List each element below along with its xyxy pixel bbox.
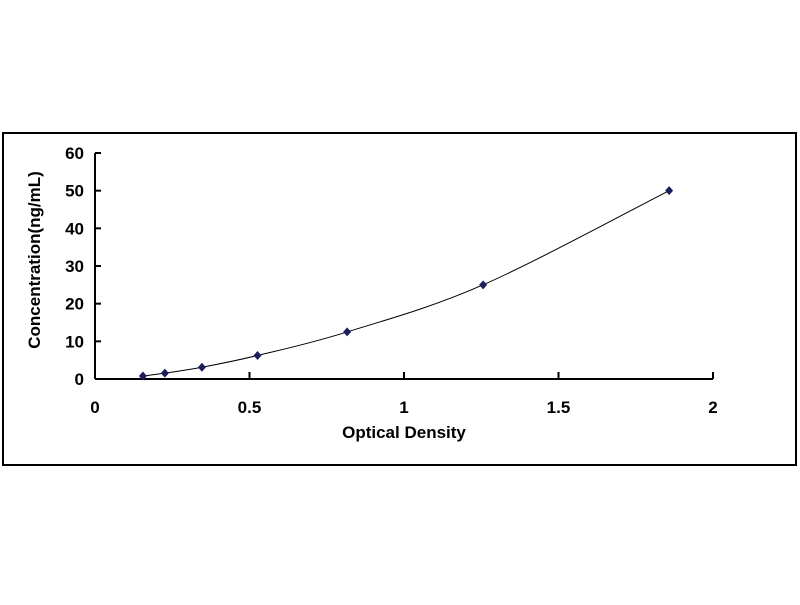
data-point (253, 350, 262, 360)
y-tick-label: 30 (65, 257, 84, 276)
y-tick-label: 10 (65, 332, 84, 351)
x-axis-label: Optical Density (342, 423, 466, 442)
data-point (479, 280, 488, 290)
y-tick-label: 60 (65, 144, 84, 163)
data-points (138, 186, 674, 381)
data-point (665, 186, 674, 196)
data-point (138, 371, 147, 381)
x-tick-label: 1 (399, 398, 408, 417)
x-tick-label: 0 (90, 398, 99, 417)
data-point (197, 362, 206, 372)
x-tick-label: 2 (708, 398, 717, 417)
x-tick-label: 1.5 (547, 398, 571, 417)
axes (94, 152, 714, 380)
y-tick-label: 50 (65, 182, 84, 201)
chart-frame (2, 132, 797, 466)
y-axis-label: Concentration(ng/mL) (25, 171, 44, 349)
data-point (343, 327, 352, 337)
y-tick-label: 20 (65, 295, 84, 314)
data-point (160, 368, 169, 378)
y-tick-labels: 0 10 20 30 40 50 60 (65, 144, 84, 389)
y-tick-label: 0 (75, 370, 84, 389)
x-tick-labels: 0 0.5 1 1.5 2 (90, 398, 717, 417)
x-tick-label: 0.5 (238, 398, 262, 417)
y-tick-label: 40 (65, 219, 84, 238)
trendline (142, 190, 670, 377)
